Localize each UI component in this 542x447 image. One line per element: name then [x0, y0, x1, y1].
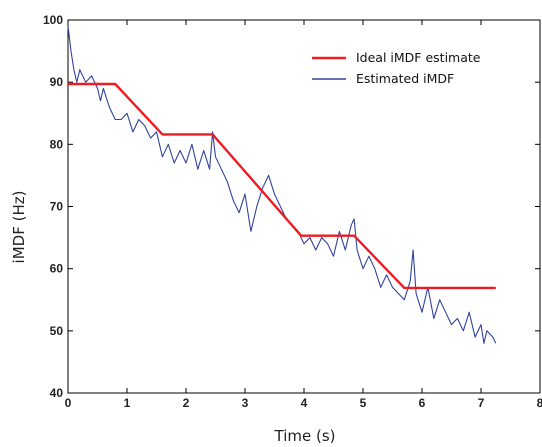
x-tick-label: 6 — [419, 396, 426, 410]
legend: Ideal iMDF estimate Estimated iMDF — [312, 50, 481, 86]
y-tick-label: 90 — [50, 75, 64, 89]
series-line-ideal — [68, 82, 496, 290]
series-line-estimated — [67, 26, 497, 344]
y-tick-label: 100 — [43, 13, 63, 27]
plot-area — [67, 19, 541, 394]
x-tick-label: 2 — [183, 396, 190, 410]
plot-border — [67, 19, 541, 394]
axis-ticks: 0 1 2 3 4 5 6 7 8 40 50 60 70 80 90 100 — [43, 13, 542, 410]
y-tick-label: 50 — [50, 324, 64, 338]
x-tick-label: 8 — [537, 396, 542, 410]
y-tick-label: 60 — [50, 262, 64, 276]
legend-label: Estimated iMDF — [356, 71, 454, 86]
x-tick-label: 3 — [242, 396, 249, 410]
x-tick-label: 1 — [124, 396, 131, 410]
x-tick-label: 4 — [301, 396, 308, 410]
legend-label: Ideal iMDF estimate — [356, 50, 481, 65]
series-layer — [67, 26, 497, 344]
y-axis-label: iMDF (Hz) — [10, 191, 28, 264]
y-tick-label: 80 — [50, 137, 64, 151]
y-tick-label: 40 — [50, 386, 64, 400]
x-tick-label: 5 — [360, 396, 367, 410]
y-tick-label: 70 — [50, 200, 64, 214]
x-tick-label: 7 — [478, 396, 485, 410]
x-axis-label: Time (s) — [274, 427, 336, 445]
x-tick-label: 0 — [65, 396, 72, 410]
